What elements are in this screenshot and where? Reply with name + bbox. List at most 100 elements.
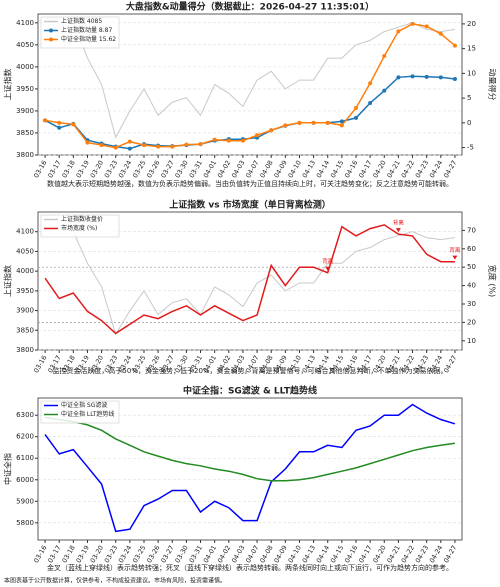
series-marker <box>156 144 161 149</box>
series-marker <box>368 81 373 86</box>
x-tick-label: 04-27 <box>442 544 458 564</box>
series-marker <box>127 146 132 151</box>
y-axis-label: 中证全指 <box>3 453 13 485</box>
y2-tick-label: 10 <box>467 69 476 77</box>
y-tick-label: 3850 <box>16 129 34 137</box>
series-marker <box>99 143 104 148</box>
series-marker <box>311 120 316 125</box>
series-marker <box>410 21 415 26</box>
y-tick-label: 4000 <box>16 63 34 71</box>
series-marker <box>396 75 401 80</box>
y-tick-label: 5900 <box>16 497 34 505</box>
annotation: 背离 <box>393 219 405 227</box>
y-tick-label: 3950 <box>16 287 34 295</box>
legend-label: 中证全指动量 15.62 <box>61 35 116 43</box>
series-marker <box>142 143 146 148</box>
series-marker <box>368 101 373 106</box>
y2-tick-label: 0 <box>467 119 471 127</box>
series-marker <box>410 74 415 79</box>
series-marker <box>127 139 132 144</box>
y2-tick-label: 50 <box>467 263 476 271</box>
y2-tick-label: 40 <box>467 282 476 290</box>
legend-label: 中证全指 SG滤波 <box>61 401 107 409</box>
y-tick-label: 3900 <box>16 107 34 115</box>
y2-axis-label: 宽度 (%) <box>488 265 498 297</box>
y2-tick-label: 30 <box>467 300 476 308</box>
series-marker <box>85 140 90 145</box>
legend-label: 上证指数动量 8.87 <box>61 26 112 34</box>
legend-box <box>40 400 120 424</box>
y2-tick-label: 15 <box>467 45 476 53</box>
chart-title: 上证指数 vs 市场宽度（单日背离检测） <box>169 199 331 211</box>
series-line <box>45 227 455 336</box>
series-marker <box>452 76 457 81</box>
y-tick-label: 4000 <box>16 267 34 275</box>
y2-tick-label: 60 <box>467 245 476 253</box>
y-tick-label: 3900 <box>16 307 34 315</box>
series-line <box>44 23 456 149</box>
y-tick-label: 4050 <box>16 247 34 255</box>
series-marker <box>339 119 344 124</box>
series-marker <box>297 120 302 125</box>
y-tick-label: 3950 <box>16 85 34 93</box>
series-marker <box>396 29 401 34</box>
series-marker <box>354 106 358 110</box>
series-marker <box>424 74 429 79</box>
legend-marker <box>49 37 53 42</box>
y-tick-label: 3800 <box>16 346 34 354</box>
series-line <box>45 17 455 139</box>
series-marker <box>438 75 443 80</box>
y2-tick-label: 20 <box>467 318 476 326</box>
series-marker <box>170 144 175 149</box>
series-line <box>44 416 456 482</box>
legend-label: 中证全指 LLT趋势线 <box>61 410 114 418</box>
chart-title: 大盘指数&动量得分（数据截止：2026-04-27 11:35:01） <box>126 1 374 13</box>
y2-tick-label: -5 <box>467 144 474 152</box>
plot-frame <box>37 397 463 541</box>
legend-label: 上证指数收盘价 <box>61 215 103 223</box>
series-marker <box>283 123 288 128</box>
series-marker <box>424 24 429 29</box>
series-line <box>44 403 456 533</box>
series-marker <box>226 138 231 143</box>
y2-tick-label: 70 <box>467 226 476 234</box>
series-marker <box>212 137 217 142</box>
series-marker <box>325 120 330 125</box>
legend-label: 上证指数 4085 <box>61 17 102 25</box>
legend-box <box>40 214 120 238</box>
series-marker <box>184 142 189 147</box>
y-tick-label: 4100 <box>16 228 34 236</box>
y-axis-label: 上证指数 <box>3 69 13 101</box>
chart-title: 中证全指：SG滤波 & LLT趋势线 <box>183 385 317 397</box>
chart-caption: 金叉（蓝线上穿绿线）表示趋势转强；死叉（蓝线下穿绿线）表示趋势转弱。两条线同时向… <box>47 563 453 572</box>
series-marker <box>354 115 358 120</box>
series-marker <box>438 31 443 36</box>
chart-caption: 监控资金活跃度，高于50%，资金强势；低于20%，资金弱势。背离是预警信号，可结… <box>52 366 447 375</box>
series-marker <box>113 145 118 150</box>
legend-marker <box>49 28 53 33</box>
y-tick-label: 4050 <box>16 41 34 49</box>
chart-caption: 数值越大表示短期趋势越强，数值为负表示趋势偏弱。当由负值转为正值且持续向上时，可… <box>47 179 453 188</box>
y-tick-label: 4100 <box>16 19 34 27</box>
series-marker <box>269 128 274 133</box>
series-marker <box>57 125 62 130</box>
series-marker <box>382 88 387 93</box>
divergence-marker <box>395 228 401 233</box>
series-marker <box>255 133 260 138</box>
y-tick-label: 3850 <box>16 326 34 334</box>
legend-label: 市场宽度 (%) <box>61 224 97 232</box>
annotation: 背离 <box>322 257 334 265</box>
divergence-marker <box>452 255 458 260</box>
annotation: 背离 <box>449 246 461 254</box>
y-tick-label: 5800 <box>16 519 34 527</box>
series-marker <box>452 43 457 48</box>
series-marker <box>43 118 48 123</box>
series-marker <box>339 123 344 128</box>
series-marker <box>198 142 203 147</box>
y-tick-label: 6200 <box>16 433 34 441</box>
series-marker <box>382 54 387 59</box>
y2-tick-label: 10 <box>467 337 476 345</box>
series-line <box>44 224 455 335</box>
